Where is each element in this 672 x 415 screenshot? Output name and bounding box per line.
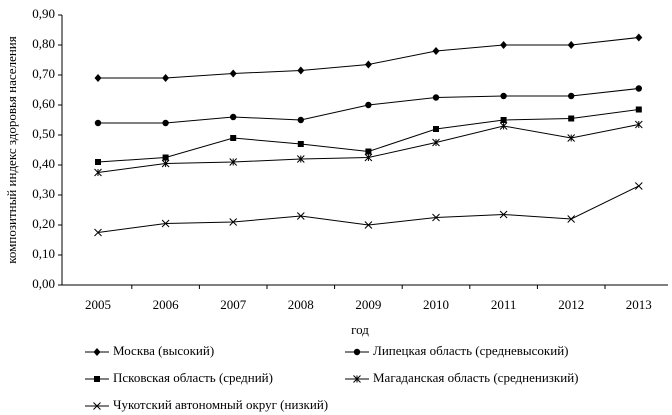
marker xyxy=(364,221,373,229)
x-tick-label: 2006 xyxy=(153,297,180,312)
marker xyxy=(499,210,508,219)
y-tick-label: 0,00 xyxy=(32,276,55,291)
marker xyxy=(94,228,102,237)
marker xyxy=(500,92,507,100)
marker xyxy=(296,155,305,163)
x-tick-label: 2011 xyxy=(491,297,517,312)
marker xyxy=(162,119,169,127)
x-tick-label: 2013 xyxy=(626,297,652,312)
marker xyxy=(297,66,305,75)
legend-label: Псковская область (средний) xyxy=(113,370,273,385)
marker xyxy=(500,117,507,123)
y-tick-label: 0,40 xyxy=(32,156,55,171)
y-tick-label: 0,20 xyxy=(32,216,55,231)
marker xyxy=(162,154,169,161)
marker xyxy=(364,60,372,69)
y-tick-label: 0,90 xyxy=(32,6,55,21)
marker xyxy=(297,141,304,147)
marker xyxy=(94,119,102,127)
marker xyxy=(635,33,643,42)
y-tick-label: 0,10 xyxy=(32,246,55,261)
y-tick-label: 0,60 xyxy=(32,96,55,111)
marker xyxy=(364,153,373,162)
x-tick-label: 2012 xyxy=(558,297,584,312)
marker xyxy=(567,134,576,142)
marker xyxy=(230,135,237,141)
marker xyxy=(94,168,102,177)
marker xyxy=(568,92,575,100)
marker xyxy=(162,74,170,82)
marker xyxy=(365,101,372,109)
marker xyxy=(353,375,361,383)
marker xyxy=(161,159,170,168)
series-line xyxy=(98,37,639,79)
y-tick-label: 0,80 xyxy=(32,36,55,51)
marker xyxy=(567,215,576,223)
marker xyxy=(432,138,440,147)
y-axis-label: композитный индекс здоровья населения xyxy=(4,36,19,263)
marker xyxy=(229,69,237,78)
marker xyxy=(432,47,440,55)
y-tick-label: 0,70 xyxy=(32,66,55,81)
x-tick-label: 2010 xyxy=(423,297,449,312)
marker xyxy=(296,212,305,220)
marker xyxy=(229,218,238,226)
marker xyxy=(500,41,508,49)
marker xyxy=(94,74,102,82)
marker xyxy=(634,182,643,190)
legend-label: Магаданская область (средненизкий) xyxy=(373,370,579,385)
y-tick-label: 0,50 xyxy=(32,126,55,141)
legend-label: Липецкая область (средневысокий) xyxy=(373,343,569,358)
x-tick-label: 2005 xyxy=(85,297,111,312)
marker xyxy=(365,148,372,155)
marker xyxy=(94,376,100,382)
marker xyxy=(635,85,642,92)
legend-label: Чукотский автономный округ (низкий) xyxy=(113,397,328,412)
marker xyxy=(93,348,101,356)
marker xyxy=(634,120,643,129)
marker xyxy=(229,158,238,166)
marker xyxy=(567,41,575,49)
x-tick-label: 2008 xyxy=(288,297,314,312)
marker xyxy=(568,115,575,122)
marker xyxy=(432,213,440,222)
marker xyxy=(353,348,361,356)
marker xyxy=(297,116,304,124)
marker xyxy=(433,126,439,132)
marker xyxy=(93,402,101,410)
y-tick-label: 0,30 xyxy=(32,186,55,201)
marker xyxy=(230,113,237,121)
marker xyxy=(499,122,508,130)
marker xyxy=(95,159,101,165)
x-tick-label: 2007 xyxy=(220,297,247,312)
x-tick-label: 2009 xyxy=(355,297,381,312)
x-axis-label: год xyxy=(351,322,369,337)
marker xyxy=(161,219,170,228)
marker xyxy=(432,94,440,101)
marker xyxy=(635,106,642,113)
legend-label: Москва (высокий) xyxy=(113,343,214,358)
